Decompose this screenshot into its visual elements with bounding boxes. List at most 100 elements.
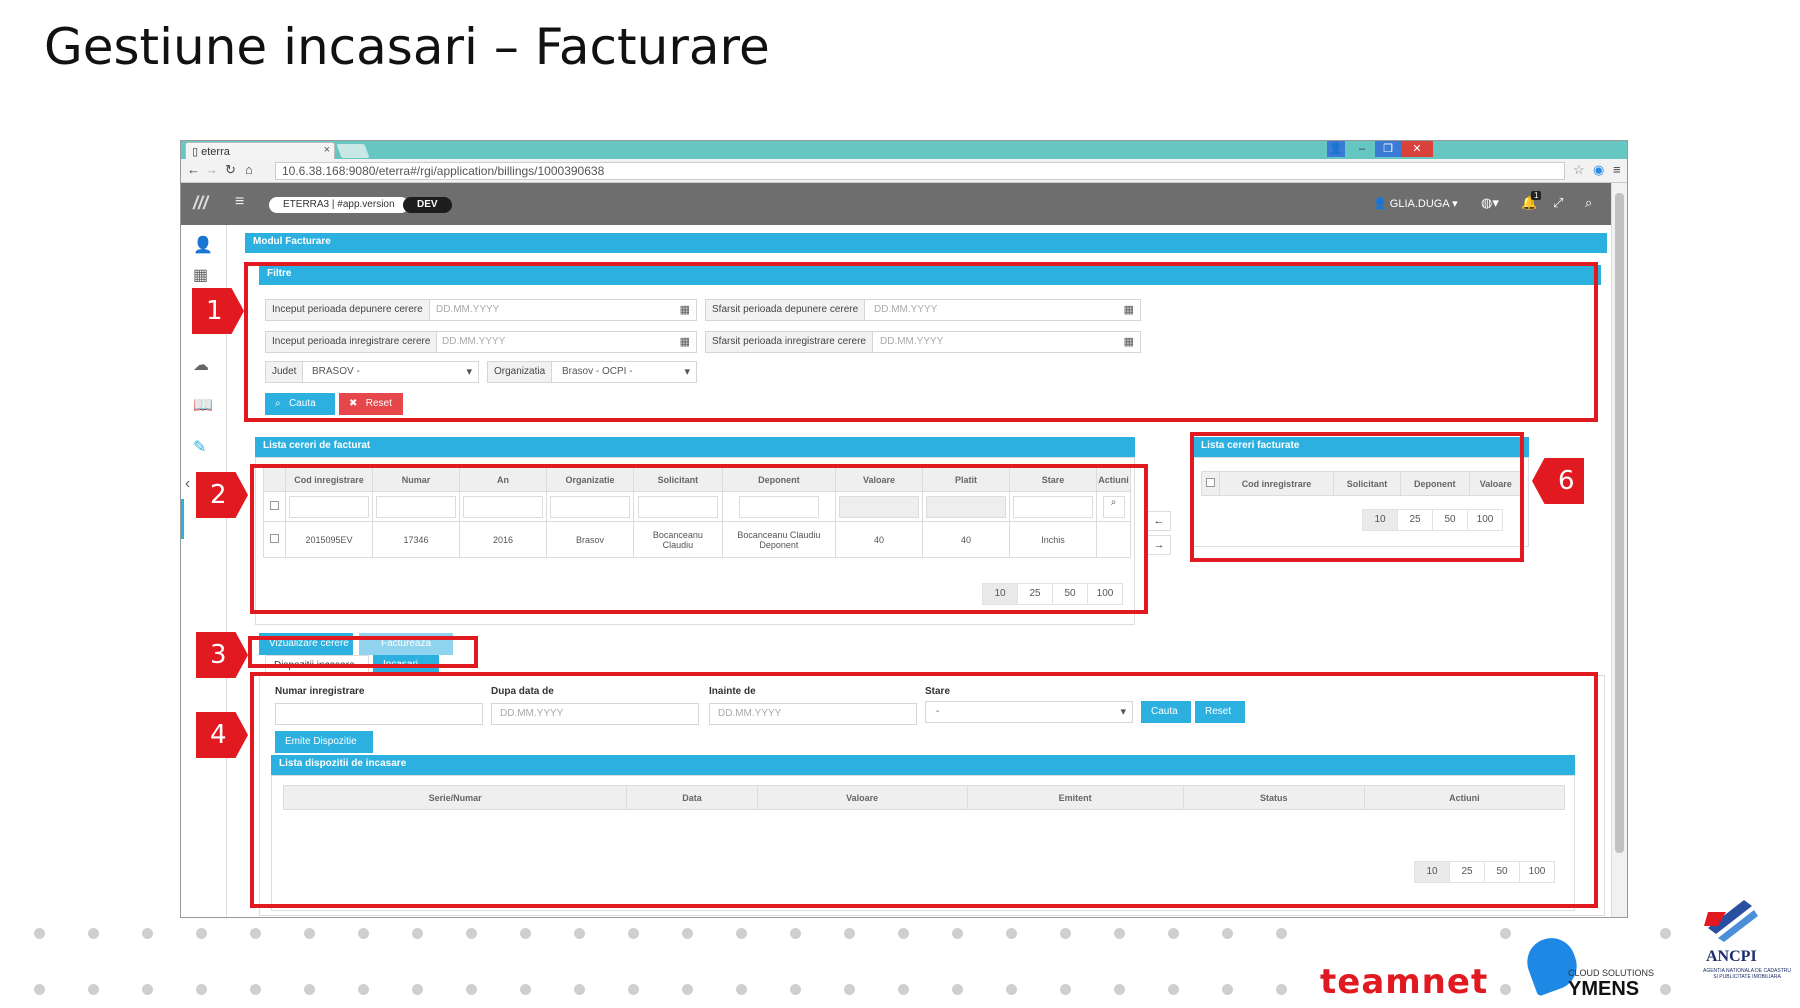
browser-menu-icon[interactable]: ≡ xyxy=(1613,162,1621,177)
page-size-option[interactable]: 100 xyxy=(1087,583,1123,605)
search-button[interactable]: ⌕ Cauta xyxy=(265,393,335,415)
select-all-checkbox[interactable] xyxy=(270,501,279,510)
filter-input[interactable] xyxy=(376,495,456,518)
organizatia-select[interactable]: Organizatia Brasov - OCPI - ▾ xyxy=(487,361,697,383)
billed-pagination: 10 25 50 100 xyxy=(1362,509,1503,531)
nr-input[interactable] xyxy=(275,703,483,725)
app-logo[interactable]: /// xyxy=(193,193,209,213)
url-input[interactable]: 10.6.38.168:9080/eterra#/rgi/application… xyxy=(275,162,1565,180)
column-header[interactable]: Cod inregistrare xyxy=(1219,471,1334,496)
tab-close-icon[interactable]: × xyxy=(323,144,330,156)
row-checkbox[interactable] xyxy=(270,534,279,543)
page-scrollbar[interactable] xyxy=(1611,183,1627,917)
page-size-option[interactable]: 100 xyxy=(1519,861,1555,883)
filter-input[interactable] xyxy=(1012,495,1093,518)
decorative-dot xyxy=(1114,984,1125,995)
table-cell xyxy=(1096,521,1131,558)
column-header[interactable]: Solicitant xyxy=(633,467,723,492)
column-header[interactable]: Cod inregistrare xyxy=(285,467,373,492)
requests-list-header: Lista cereri de facturat xyxy=(255,437,1135,457)
filter-input[interactable] xyxy=(550,495,630,518)
calendar-icon[interactable]: ▦ xyxy=(679,336,690,348)
minimize-button[interactable]: – xyxy=(1358,143,1366,155)
chevron-down-icon: ▾ xyxy=(684,366,690,378)
decorative-dot xyxy=(1060,984,1071,995)
end-reg-date-field[interactable]: Sfarsit perioada inregistrare cerere DD.… xyxy=(705,331,1141,353)
page-size-option[interactable]: 25 xyxy=(1449,861,1485,883)
home-icon[interactable]: ⌂ xyxy=(245,162,253,177)
reset-button[interactable]: ✖ Reset xyxy=(339,393,403,415)
judet-label: Judet xyxy=(266,362,304,382)
table-row[interactable]: 2015095EV 17346 2016 Brasov Bocanceanu C… xyxy=(263,521,1131,558)
collapse-icon[interactable]: ‹ xyxy=(185,475,191,492)
close-window-button[interactable]: ✕ xyxy=(1401,141,1433,157)
reload-icon[interactable]: ↻ xyxy=(225,162,236,177)
book-icon[interactable]: 📖 xyxy=(193,397,213,414)
search-icon[interactable]: ⌕ xyxy=(1102,495,1125,518)
column-header[interactable]: An xyxy=(459,467,547,492)
grid-icon[interactable]: ▦ xyxy=(193,267,209,284)
filter-input[interactable] xyxy=(637,495,718,518)
select-all-checkbox[interactable] xyxy=(1206,478,1215,487)
column-header[interactable]: Data xyxy=(626,785,758,810)
column-header[interactable]: Status xyxy=(1182,785,1365,810)
decorative-dot xyxy=(250,984,261,995)
app-header: /// ≡ ETERRA3 | #app.version DEV 👤 GLIA.… xyxy=(181,183,1611,225)
calendar-icon[interactable]: ▦ xyxy=(679,304,690,316)
annotation-box-3 xyxy=(248,636,478,668)
judet-select[interactable]: Judet BRASOV - ▾ xyxy=(265,361,479,383)
scrollbar-thumb[interactable] xyxy=(1615,193,1624,853)
filter-cell xyxy=(1008,491,1098,522)
annotation-marker: 6 xyxy=(1532,458,1584,504)
decorative-dot xyxy=(358,928,369,939)
hamburger-menu-icon[interactable]: ≡ xyxy=(235,193,245,210)
page-size-option[interactable]: 50 xyxy=(1052,583,1088,605)
filter-input[interactable] xyxy=(738,495,819,518)
search-icon[interactable]: ⌕ xyxy=(1585,195,1593,210)
column-header[interactable]: Deponent xyxy=(1399,471,1470,496)
page-size-option[interactable]: 100 xyxy=(1467,509,1503,531)
calendar-icon[interactable]: ▦ xyxy=(1123,336,1134,348)
start-reg-date-field[interactable]: Inceput perioada inregistrare cerere DD.… xyxy=(265,331,697,353)
before-date-input[interactable]: DD.MM.YYYY xyxy=(709,703,917,725)
forward-icon[interactable]: → xyxy=(205,162,218,177)
column-header[interactable]: Valoare xyxy=(834,467,923,492)
emit-dispozitie-button[interactable]: Emite Dispozitie xyxy=(275,731,373,753)
billed-table: Cod inregistrare Solicitant Deponent Val… xyxy=(1201,471,1524,496)
back-icon[interactable]: ← xyxy=(187,162,200,177)
filter-input[interactable] xyxy=(289,495,369,518)
decorative-dot xyxy=(412,984,423,995)
column-header[interactable]: Platit xyxy=(921,467,1010,492)
filter-input[interactable] xyxy=(463,495,543,518)
org-value: Brasov - OCPI - xyxy=(562,366,633,377)
profile-icon[interactable]: 👤 xyxy=(1327,141,1345,157)
start-submit-date-field[interactable]: Inceput perioada depunere cerere DD.MM.Y… xyxy=(265,299,697,321)
column-header[interactable]: Emitent xyxy=(966,785,1184,810)
end-submit-date-field[interactable]: Sfarsit perioada depunere cerere DD.MM.Y… xyxy=(705,299,1141,321)
search-button[interactable]: Cauta xyxy=(1141,701,1191,723)
fullscreen-icon[interactable]: ⤢ xyxy=(1553,195,1564,210)
page-size-option[interactable]: 10 xyxy=(1414,861,1450,883)
stare-select[interactable]: - ▾ xyxy=(925,701,1133,723)
edit-icon[interactable]: ✎ xyxy=(193,439,207,456)
column-header[interactable]: Organizatie xyxy=(546,467,634,492)
after-date-input[interactable]: DD.MM.YYYY xyxy=(491,703,699,725)
user-menu[interactable]: 👤 GLIA.DUGA ▾ xyxy=(1373,198,1458,210)
language-icon[interactable]: ◍▾ xyxy=(1481,195,1499,210)
reset-button[interactable]: Reset xyxy=(1195,701,1245,723)
cloud-upload-icon[interactable]: ☁ xyxy=(193,357,209,374)
column-header[interactable]: Solicitant xyxy=(1332,471,1401,496)
user-profile-icon[interactable]: 👤 xyxy=(193,237,213,254)
maximize-button[interactable]: ❐ xyxy=(1375,141,1401,157)
arrow-left-icon[interactable]: ← xyxy=(1147,511,1171,531)
new-tab-button[interactable] xyxy=(336,144,370,158)
column-header[interactable]: Serie/Numar xyxy=(282,785,628,810)
column-header[interactable]: Valoare xyxy=(1468,471,1524,496)
bookmark-star-icon[interactable]: ☆ xyxy=(1573,162,1585,177)
extension-icon[interactable]: ◉ xyxy=(1593,162,1605,177)
calendar-icon[interactable]: ▦ xyxy=(1123,304,1134,316)
column-header[interactable]: Valoare xyxy=(756,785,968,810)
arrow-right-icon[interactable]: → xyxy=(1147,535,1171,555)
page-size-option[interactable]: 50 xyxy=(1432,509,1468,531)
browser-tab[interactable]: ▯ eterra × xyxy=(185,142,335,159)
